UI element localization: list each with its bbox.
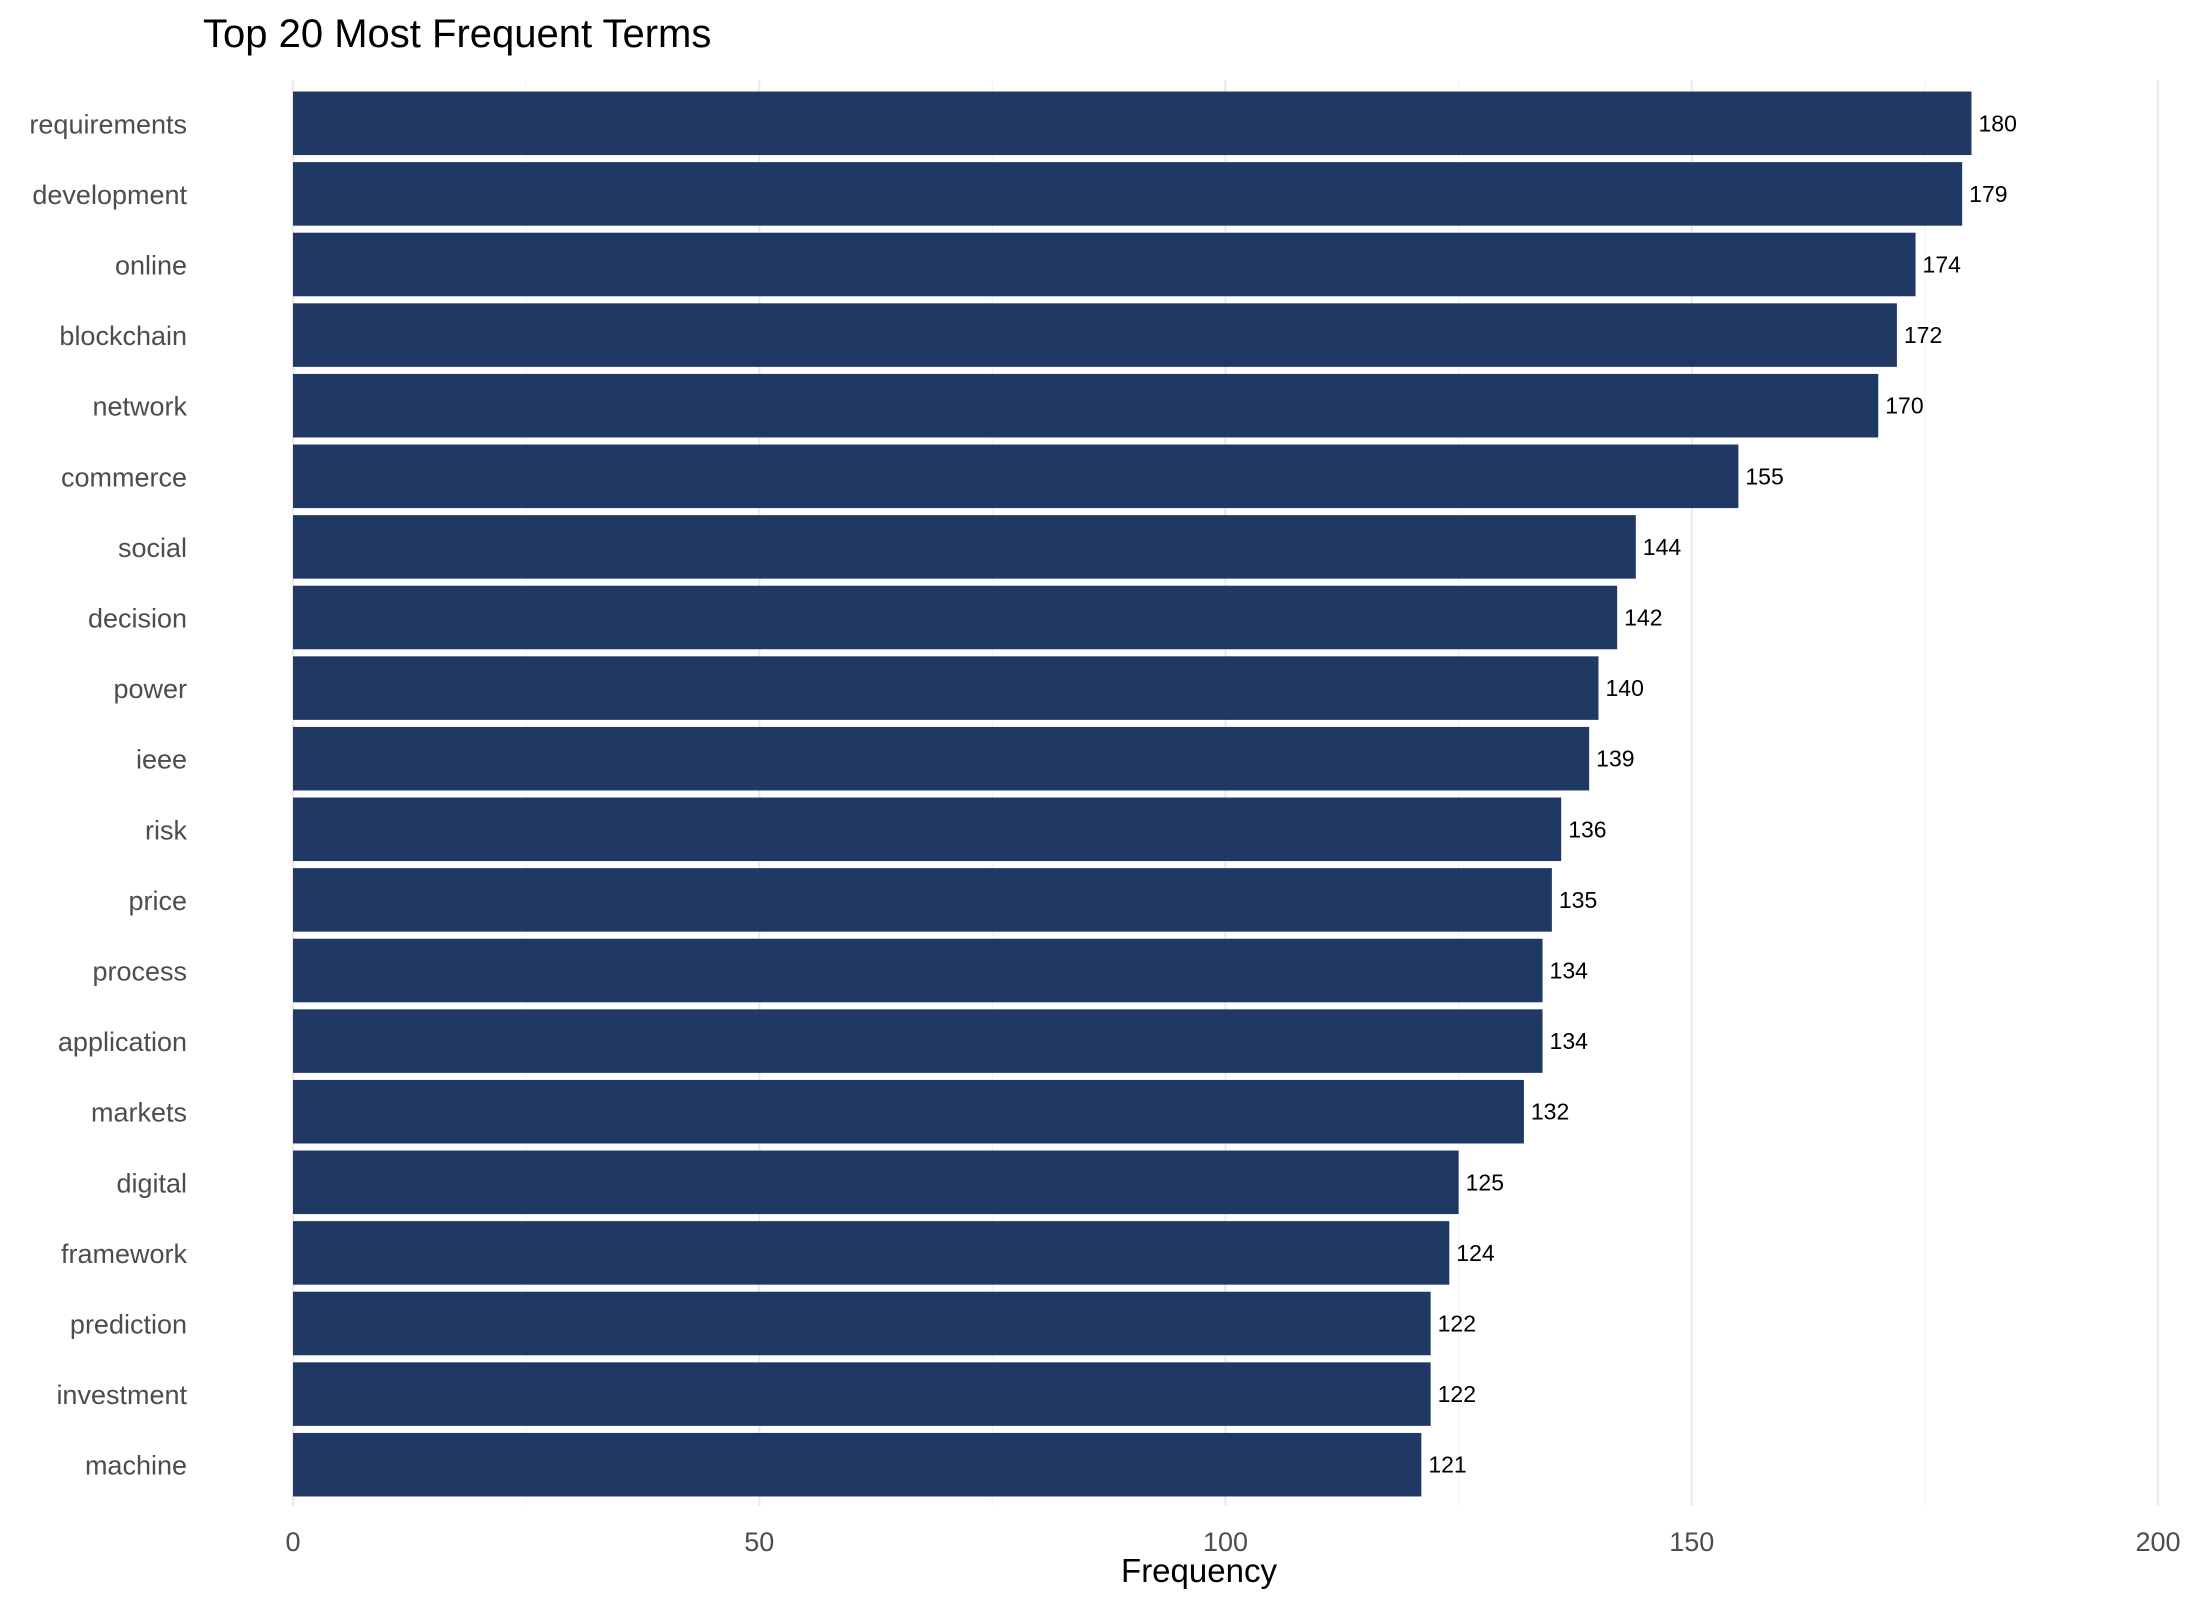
x-tick-label-0: 0 (285, 1527, 300, 1557)
data-label-price: 135 (1559, 887, 1597, 913)
x-tick-label-100: 100 (1203, 1527, 1248, 1557)
data-label-application: 134 (1550, 1028, 1589, 1054)
bar-risk (293, 797, 1562, 862)
data-label-prediction: 122 (1438, 1311, 1476, 1337)
x-tick-label-150: 150 (1669, 1527, 1714, 1557)
data-label-blockchain: 172 (1904, 322, 1942, 348)
data-label-decision: 142 (1624, 605, 1662, 631)
y-tick-label-digital: digital (116, 1168, 187, 1198)
x-tick-label-50: 50 (744, 1527, 774, 1557)
bar-markets (293, 1079, 1524, 1144)
data-label-requirements: 180 (1979, 110, 2017, 136)
chart-title: Top 20 Most Frequent Terms (203, 12, 711, 56)
bar-decision (293, 585, 1618, 650)
bar-commerce (293, 444, 1739, 509)
x-axis-tick-labels: 0 50 100 150 200 (285, 1527, 2180, 1557)
data-label-process: 134 (1550, 958, 1589, 984)
data-label-network: 170 (1885, 393, 1923, 419)
bar-price (293, 868, 1552, 932)
y-tick-label-price: price (128, 886, 187, 916)
data-label-machine: 121 (1428, 1452, 1466, 1478)
bar-blockchain (293, 303, 1897, 367)
data-label-commerce: 155 (1745, 463, 1783, 489)
data-label-ieee: 139 (1596, 746, 1634, 772)
x-axis-label: Frequency (1121, 1552, 1277, 1589)
y-tick-label-prediction: prediction (70, 1310, 187, 1340)
data-label-social: 144 (1643, 534, 1682, 560)
y-tick-label-requirements: requirements (29, 109, 187, 139)
y-tick-label-power: power (113, 674, 187, 704)
bar-framework (293, 1221, 1450, 1285)
bars (293, 91, 1972, 1497)
x-tick-label-200: 200 (2135, 1527, 2180, 1557)
bar-digital (293, 1150, 1459, 1215)
bar-social (293, 515, 1636, 579)
y-axis-tick-labels: requirements development online blockchain n… (29, 109, 187, 1480)
y-tick-label-ieee: ieee (136, 745, 187, 775)
y-tick-label-commerce: commerce (61, 462, 187, 492)
data-labels: 180 179 174 172 170 155 144 142 140 139 136 135 134 1… (1428, 110, 2017, 1477)
bar-requirements (293, 91, 1972, 156)
data-label-development: 179 (1969, 181, 2007, 207)
y-tick-label-application: application (58, 1027, 187, 1057)
bar-process (293, 938, 1543, 1003)
y-tick-label-markets: markets (91, 1098, 187, 1128)
bar-prediction (293, 1291, 1431, 1356)
data-label-markets: 132 (1531, 1099, 1569, 1125)
y-tick-label-investment: investment (56, 1380, 187, 1410)
y-tick-label-decision: decision (88, 604, 187, 634)
y-tick-label-framework: framework (61, 1239, 188, 1269)
data-label-power: 140 (1606, 675, 1644, 701)
bar-machine (293, 1432, 1422, 1497)
bar-power (293, 656, 1599, 720)
y-tick-label-online: online (115, 251, 187, 281)
data-label-framework: 124 (1456, 1240, 1495, 1266)
y-tick-label-blockchain: blockchain (59, 321, 187, 351)
bar-online (293, 232, 1916, 297)
y-tick-label-social: social (118, 533, 187, 563)
bar-application (293, 1009, 1543, 1073)
y-tick-label-risk: risk (145, 815, 187, 845)
y-tick-label-process: process (92, 957, 187, 987)
bar-development (293, 162, 1963, 226)
bar-investment (293, 1362, 1431, 1426)
y-tick-label-machine: machine (85, 1451, 187, 1481)
data-label-digital: 125 (1466, 1169, 1504, 1195)
data-label-online: 174 (1923, 252, 1962, 278)
bar-network (293, 373, 1879, 438)
bar-ieee (293, 726, 1590, 791)
data-label-risk: 136 (1568, 816, 1606, 842)
data-label-investment: 122 (1438, 1381, 1476, 1407)
y-tick-label-network: network (92, 392, 187, 422)
y-tick-label-development: development (32, 180, 187, 210)
